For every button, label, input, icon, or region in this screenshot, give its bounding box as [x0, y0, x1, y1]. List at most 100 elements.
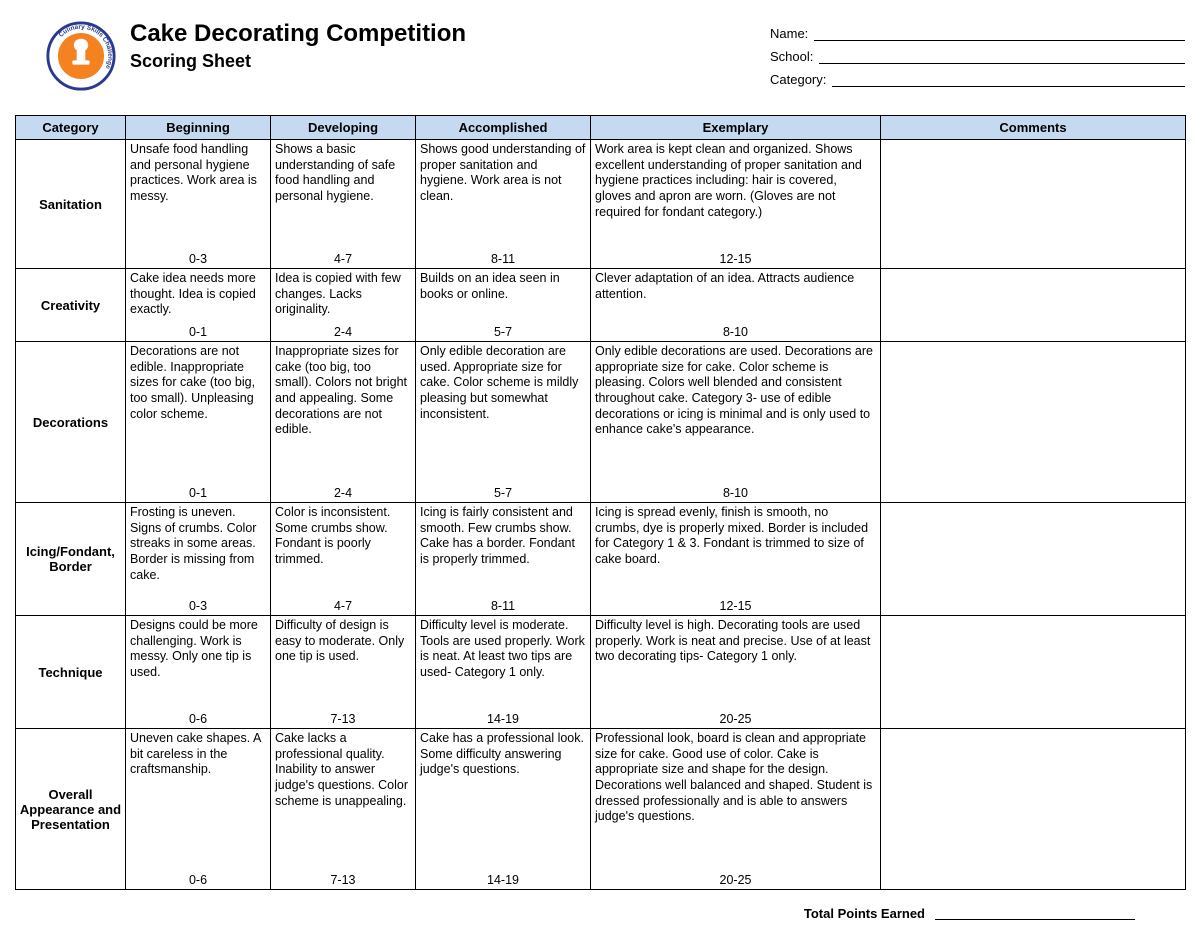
category-cell: Decorations [16, 342, 126, 503]
score-range: 0-6 [126, 710, 270, 728]
level-description: Designs could be more challenging. Work … [126, 616, 270, 710]
level-description: Color is inconsistent. Some crumbs show.… [271, 503, 415, 597]
level-description: Cake idea needs more thought. Idea is co… [126, 269, 270, 323]
col-header-comments: Comments [881, 116, 1186, 140]
score-range: 0-6 [126, 871, 270, 889]
col-header-beginning: Beginning [126, 116, 271, 140]
col-header-exemplary: Exemplary [591, 116, 881, 140]
school-input-line[interactable] [819, 50, 1185, 64]
total-points-label: Total Points Earned [804, 906, 925, 921]
level-cell: Designs could be more challenging. Work … [126, 616, 271, 729]
score-range: 7-13 [271, 871, 415, 889]
level-cell: Cake has a professional look. Some diffi… [416, 729, 591, 890]
score-range: 20-25 [591, 710, 880, 728]
rubric-table: Category Beginning Developing Accomplish… [15, 115, 1186, 890]
score-range: 7-13 [271, 710, 415, 728]
score-range: 0-1 [126, 323, 270, 341]
culinary-skills-logo-icon: Culinary Skills Challenge [45, 20, 117, 92]
level-description: Unsafe food handling and personal hygien… [126, 140, 270, 250]
level-cell: Idea is copied with few changes. Lacks o… [271, 269, 416, 342]
score-range: 8-11 [416, 250, 590, 268]
table-row: SanitationUnsafe food handling and perso… [16, 140, 1186, 269]
level-description: Difficulty of design is easy to moderate… [271, 616, 415, 710]
level-description: Only edible decoration are used. Appropr… [416, 342, 590, 484]
school-field: School: [770, 49, 1185, 64]
level-cell: Unsafe food handling and personal hygien… [126, 140, 271, 269]
level-description: Shows good understanding of proper sanit… [416, 140, 590, 250]
level-cell: Color is inconsistent. Some crumbs show.… [271, 503, 416, 616]
score-range: 0-1 [126, 484, 270, 502]
score-range: 12-15 [591, 597, 880, 615]
table-row: DecorationsDecorations are not edible. I… [16, 342, 1186, 503]
level-cell: Shows a basic understanding of safe food… [271, 140, 416, 269]
score-range: 8-10 [591, 323, 880, 341]
name-label: Name: [770, 26, 814, 41]
table-row: CreativityCake idea needs more thought. … [16, 269, 1186, 342]
comments-cell[interactable] [881, 729, 1186, 890]
footer: Total Points Earned [15, 906, 1185, 921]
col-header-developing: Developing [271, 116, 416, 140]
category-input-line[interactable] [832, 73, 1185, 87]
level-cell: Professional look, board is clean and ap… [591, 729, 881, 890]
category-label: Category: [770, 72, 832, 87]
level-description: Only edible decorations are used. Decora… [591, 342, 880, 484]
level-cell: Cake lacks a professional quality. Inabi… [271, 729, 416, 890]
level-cell: Shows good understanding of proper sanit… [416, 140, 591, 269]
level-description: Shows a basic understanding of safe food… [271, 140, 415, 250]
level-description: Frosting is uneven. Signs of crumbs. Col… [126, 503, 270, 597]
table-row: Overall Appearance and PresentationUneve… [16, 729, 1186, 890]
comments-cell[interactable] [881, 140, 1186, 269]
category-cell: Technique [16, 616, 126, 729]
score-range: 5-7 [416, 323, 590, 341]
category-field: Category: [770, 72, 1185, 87]
level-description: Difficulty level is high. Decorating too… [591, 616, 880, 710]
category-cell: Icing/Fondant, Border [16, 503, 126, 616]
page-header: Culinary Skills Challenge Cake Decoratin… [15, 20, 1185, 97]
score-range: 2-4 [271, 323, 415, 341]
comments-cell[interactable] [881, 503, 1186, 616]
score-range: 14-19 [416, 710, 590, 728]
level-cell: Difficulty level is high. Decorating too… [591, 616, 881, 729]
name-field: Name: [770, 26, 1185, 41]
level-description: Inappropriate sizes for cake (too big, t… [271, 342, 415, 484]
level-description: Work area is kept clean and organized. S… [591, 140, 880, 250]
score-range: 2-4 [271, 484, 415, 502]
level-cell: Icing is spread evenly, finish is smooth… [591, 503, 881, 616]
score-range: 0-3 [126, 597, 270, 615]
score-range: 14-19 [416, 871, 590, 889]
col-header-category: Category [16, 116, 126, 140]
comments-cell[interactable] [881, 616, 1186, 729]
table-row: Icing/Fondant, BorderFrosting is uneven.… [16, 503, 1186, 616]
score-range: 12-15 [591, 250, 880, 268]
level-description: Builds on an idea seen in books or onlin… [416, 269, 590, 323]
name-input-line[interactable] [814, 27, 1185, 41]
category-cell: Overall Appearance and Presentation [16, 729, 126, 890]
level-description: Difficulty level is moderate. Tools are … [416, 616, 590, 710]
level-cell: Icing is fairly consistent and smooth. F… [416, 503, 591, 616]
level-cell: Builds on an idea seen in books or onlin… [416, 269, 591, 342]
level-description: Uneven cake shapes. A bit careless in th… [126, 729, 270, 871]
score-range: 4-7 [271, 250, 415, 268]
table-header-row: Category Beginning Developing Accomplish… [16, 116, 1186, 140]
level-description: Clever adaptation of an idea. Attracts a… [591, 269, 880, 323]
level-cell: Frosting is uneven. Signs of crumbs. Col… [126, 503, 271, 616]
page-subtitle: Scoring Sheet [130, 51, 610, 72]
category-cell: Sanitation [16, 140, 126, 269]
comments-cell[interactable] [881, 342, 1186, 503]
page-title: Cake Decorating Competition [130, 20, 610, 49]
level-cell: Uneven cake shapes. A bit careless in th… [126, 729, 271, 890]
comments-cell[interactable] [881, 269, 1186, 342]
level-description: Professional look, board is clean and ap… [591, 729, 880, 871]
level-cell: Work area is kept clean and organized. S… [591, 140, 881, 269]
category-cell: Creativity [16, 269, 126, 342]
level-cell: Difficulty level is moderate. Tools are … [416, 616, 591, 729]
score-range: 8-11 [416, 597, 590, 615]
info-fields: Name: School: Category: [610, 20, 1185, 95]
total-points-input-line[interactable] [935, 906, 1135, 920]
level-cell: Clever adaptation of an idea. Attracts a… [591, 269, 881, 342]
level-description: Decorations are not edible. Inappropriat… [126, 342, 270, 484]
level-description: Cake has a professional look. Some diffi… [416, 729, 590, 871]
school-label: School: [770, 49, 819, 64]
score-range: 20-25 [591, 871, 880, 889]
level-cell: Decorations are not edible. Inappropriat… [126, 342, 271, 503]
